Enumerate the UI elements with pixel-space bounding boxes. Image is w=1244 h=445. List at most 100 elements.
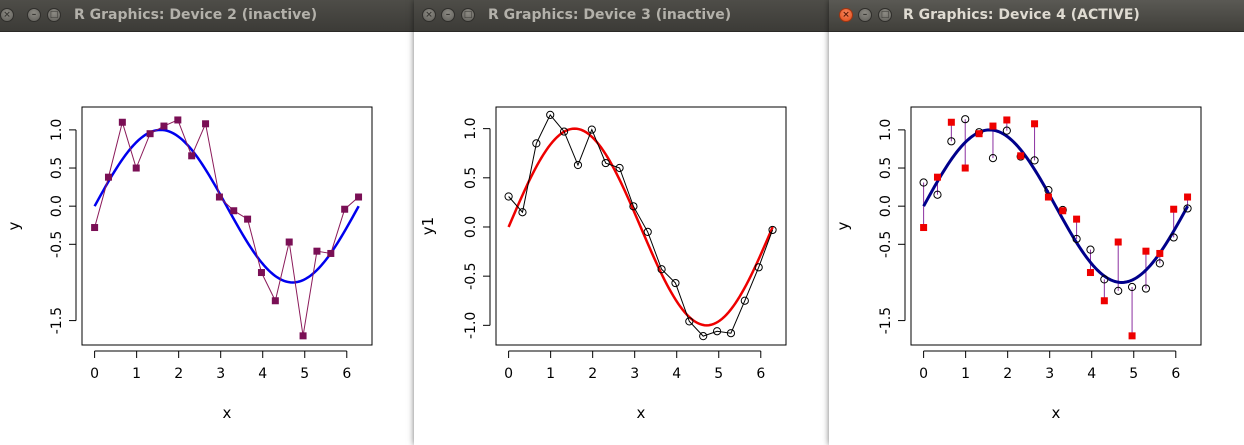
- graphics-area: 0 1 2 3 4 5 6 x -1.5 -0.5 0.0 0.5 1.0 y: [829, 32, 1244, 445]
- circle-point: [657, 265, 666, 274]
- y-tick-label: 1.0: [463, 118, 479, 140]
- x-axis: 0 1 2 3 4 5 6: [90, 350, 351, 382]
- circle-point: [685, 317, 694, 326]
- close-icon[interactable]: ×: [422, 8, 436, 22]
- square-point: [961, 164, 969, 172]
- circle-point: [601, 158, 610, 168]
- y-axis: -1.0 -0.5 0.0 0.5 1.0: [463, 118, 491, 339]
- sine-curve: [507, 127, 774, 327]
- series-circles: [919, 115, 1192, 295]
- y-axis: -1.5 -0.5 0.0 0.5 1.0: [49, 119, 77, 334]
- square-point: [299, 332, 307, 340]
- circle-point: [768, 225, 777, 235]
- circle-point: [573, 160, 583, 170]
- circle-point: [947, 137, 956, 146]
- plot-frame: [495, 106, 787, 346]
- plot-frame: [81, 106, 373, 346]
- square-point: [975, 130, 983, 138]
- sine-curve: [922, 128, 1189, 284]
- series-line: [94, 119, 359, 336]
- x-tick-label: 4: [258, 366, 267, 382]
- sine-curve: [93, 128, 360, 284]
- x-tick-label: 6: [756, 366, 765, 382]
- title-bar[interactable]: × – □ R Graphics: Device 3 (inactive): [414, 0, 831, 32]
- y-axis-label: y1: [419, 217, 437, 235]
- x-tick-label: 5: [1129, 366, 1138, 382]
- circle-point: [740, 296, 749, 305]
- square-point: [1100, 297, 1108, 305]
- square-point: [947, 118, 955, 126]
- close-icon[interactable]: ×: [0, 8, 14, 22]
- circle-point: [1141, 284, 1151, 293]
- window-title: R Graphics: Device 4 (ACTIVE): [903, 7, 1140, 23]
- x-axis-label: x: [1052, 404, 1061, 422]
- circle-point: [919, 178, 928, 187]
- circle-point: [615, 163, 624, 173]
- maximize-icon[interactable]: □: [461, 8, 475, 22]
- window-title: R Graphics: Device 3 (inactive): [488, 7, 732, 23]
- device-4-window: × – □ R Graphics: Device 4 (ACTIVE) 0 1 2 3…: [829, 0, 1244, 445]
- square-point: [1142, 247, 1150, 255]
- square-point: [202, 120, 210, 128]
- x-axis-label: x: [637, 404, 646, 422]
- minimize-icon[interactable]: –: [27, 8, 41, 22]
- maximize-icon[interactable]: □: [47, 8, 61, 22]
- circle-point: [518, 208, 527, 217]
- circle-point: [1002, 126, 1011, 135]
- device-4-plot: 0 1 2 3 4 5 6 x -1.5 -0.5 0.0 0.5 1.0 y: [834, 106, 1202, 422]
- square-point: [1114, 238, 1122, 246]
- y-tick-label: -0.5: [878, 231, 894, 258]
- square-point: [118, 118, 126, 126]
- circle-point: [1183, 204, 1192, 213]
- y-tick-label: 1.0: [878, 119, 894, 141]
- connecting-line: [94, 119, 359, 336]
- circle-point: [504, 192, 513, 201]
- x-tick-label: 1: [132, 366, 141, 382]
- circle-point: [699, 332, 708, 341]
- series-segments: [923, 119, 1189, 336]
- x-tick-label: 0: [90, 366, 99, 382]
- circle-point: [559, 127, 569, 136]
- x-axis: 0 1 2 3 4 5 6: [919, 350, 1180, 382]
- y-tick-label: 1.0: [49, 119, 65, 141]
- square-point: [1044, 193, 1052, 201]
- series-squares: [91, 116, 363, 340]
- square-point: [1073, 215, 1081, 223]
- circle-point: [643, 227, 652, 237]
- minimize-icon[interactable]: –: [441, 8, 455, 22]
- plot-frame: [910, 106, 1202, 346]
- title-bar[interactable]: × – □ R Graphics: Device 4 (ACTIVE): [829, 0, 1244, 32]
- maximize-icon[interactable]: □: [878, 8, 892, 22]
- circle-point: [629, 202, 638, 211]
- circle-point: [712, 327, 722, 336]
- y-tick-label: 0.0: [878, 195, 894, 217]
- series-curve: [93, 128, 360, 284]
- graphics-area: 0 1 2 3 4 5 6 x -1.0 -0.5 0.0 0.5 1.0 y1: [414, 32, 831, 445]
- device-3-plot: 0 1 2 3 4 5 6 x -1.0 -0.5 0.0 0.5 1.0 y1: [419, 106, 787, 422]
- close-icon[interactable]: ×: [839, 8, 853, 22]
- square-point: [160, 122, 168, 130]
- y-tick-label: -0.5: [463, 262, 479, 289]
- y-tick-label: -1.5: [49, 307, 65, 334]
- x-tick-label: 3: [630, 366, 639, 382]
- y-axis: -1.5 -0.5 0.0 0.5 1.0: [878, 119, 906, 334]
- x-tick-label: 3: [1045, 366, 1054, 382]
- x-axis-label: x: [223, 404, 232, 422]
- square-point: [341, 205, 349, 213]
- square-point: [313, 247, 321, 255]
- square-point: [933, 173, 941, 181]
- circle-point: [1072, 234, 1081, 244]
- y-tick-label: -1.5: [878, 307, 894, 334]
- circle-point: [988, 154, 998, 163]
- title-bar[interactable]: × – □ R Graphics: Device 2 (inactive): [0, 0, 415, 32]
- device-2-plot: 0 1 2 3 4 5 6 x -1.5 -0.5 0.0 0.5 1.0 y: [5, 106, 373, 422]
- square-point: [257, 269, 265, 277]
- x-tick-label: 5: [714, 366, 723, 382]
- minimize-icon[interactable]: –: [858, 8, 872, 22]
- circle-point: [546, 110, 555, 119]
- x-tick-label: 4: [1087, 366, 1096, 382]
- square-point: [146, 130, 154, 138]
- x-tick-label: 6: [1171, 366, 1180, 382]
- square-point: [1059, 207, 1067, 215]
- y-tick-label: -1.0: [463, 312, 479, 339]
